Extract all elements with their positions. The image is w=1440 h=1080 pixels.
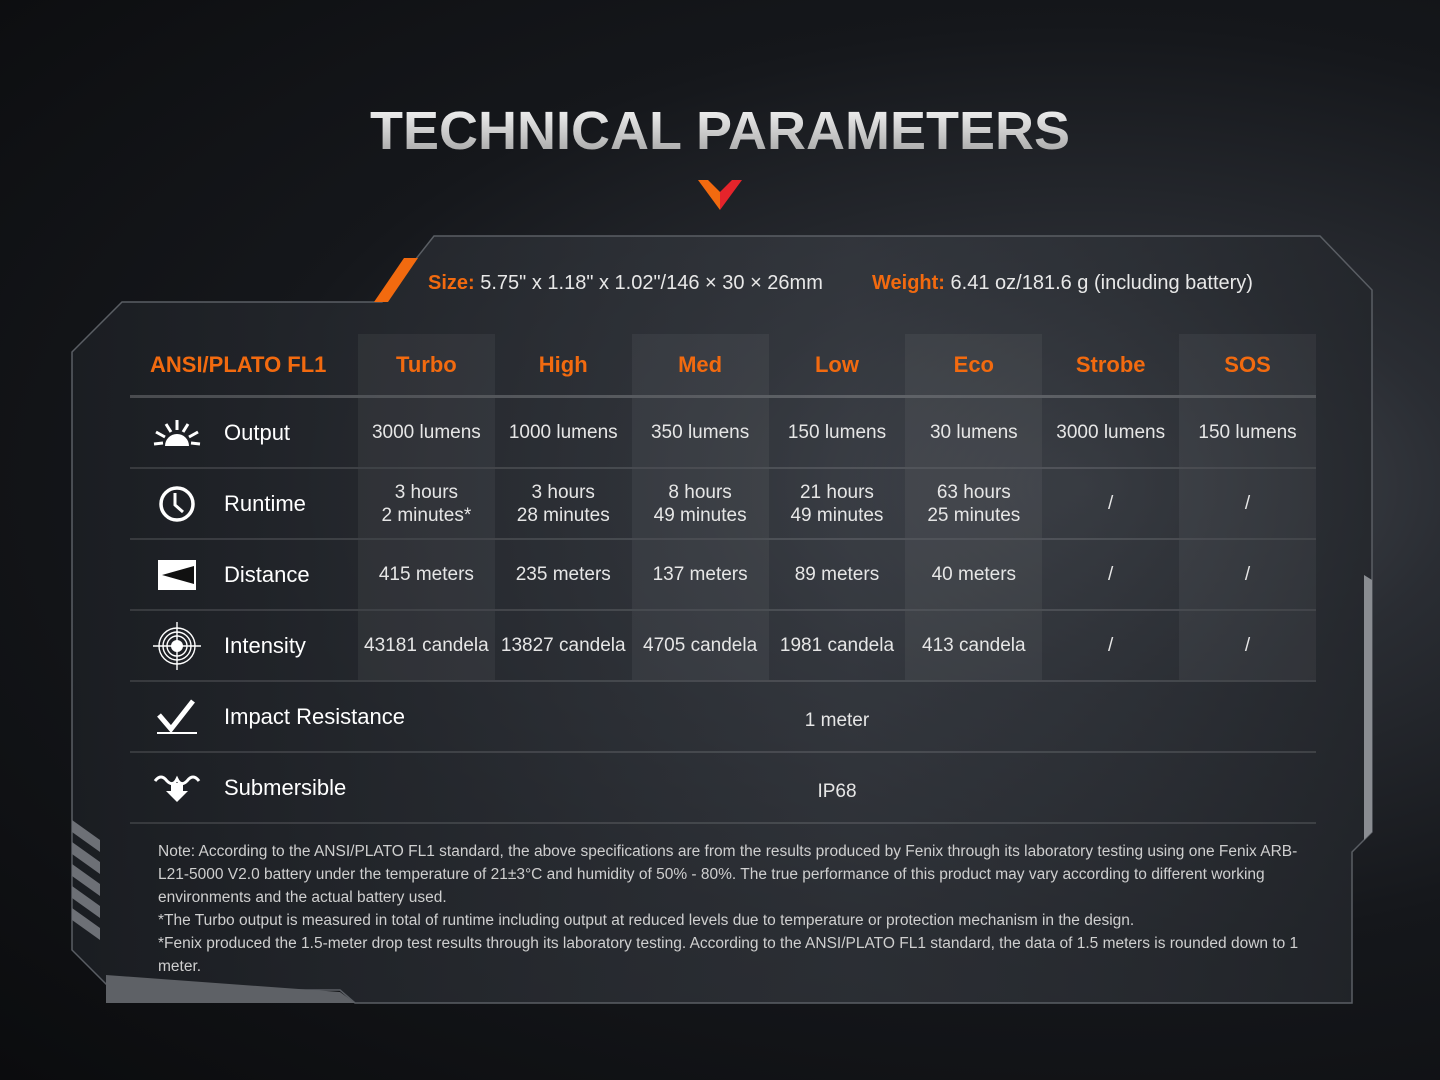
water-submersible-icon <box>130 773 224 803</box>
table-row-distance: Distance 415 meters 235 meters 137 meters 89… <box>130 540 1316 611</box>
row-label: Intensity <box>224 632 306 658</box>
mode-header-high: High <box>538 352 588 377</box>
note-paragraph: *The Turbo output is measured in total o… <box>158 912 1135 929</box>
table-cell: 1000 lumens <box>508 422 618 443</box>
impact-check-icon <box>130 698 224 735</box>
mode-header-sos: SOS <box>1179 334 1316 395</box>
chevron-down-icon <box>698 180 742 210</box>
table-cell: 3 hours 28 minutes <box>516 481 610 526</box>
table-cell: 350 lumens <box>631 398 769 467</box>
table-cell: / <box>1179 540 1316 609</box>
weight-value: 6.41 oz/181.6 g (including battery) <box>950 272 1253 294</box>
table-row-submersible: Submersible IP68 <box>130 753 1316 824</box>
page-title: TECHNICAL PARAMETERS <box>0 100 1440 162</box>
row-label: Impact Resistance <box>224 703 405 729</box>
table-row-runtime: Runtime 3 hours 2 minutes* 3 hours 28 minu… <box>130 469 1316 540</box>
table-cell: 415 meters <box>357 540 495 609</box>
table-cell: 21 hours 49 minutes <box>790 481 884 526</box>
row-label: Output <box>224 419 291 445</box>
sun-rays-icon <box>130 418 224 448</box>
table-cell: IP68 <box>817 780 857 802</box>
spec-table: ANSI/PLATO FL1 Turbo High Med Low Eco Strobe SO… <box>130 334 1316 824</box>
table-cell: 1 meter <box>804 709 870 731</box>
table-cell: / <box>1108 493 1114 514</box>
table-cell: 63 hours 25 minutes <box>905 469 1043 538</box>
table-row-output: Output 3000 lumens 1000 lumens 350 lumens 15… <box>130 398 1316 469</box>
notes: Note: According to the ANSI/PLATO FL1 st… <box>158 840 1303 978</box>
table-cell: 30 lumens <box>905 398 1043 467</box>
table-cell: 413 candela <box>905 611 1043 680</box>
mode-header-med: Med <box>631 334 769 395</box>
table-cell: 89 meters <box>794 564 880 585</box>
mode-header-strobe: Strobe <box>1075 352 1146 377</box>
table-row-impact-resistance: Impact Resistance 1 meter <box>130 682 1316 753</box>
row-label: Distance <box>224 561 310 587</box>
table-cell: 8 hours 49 minutes <box>631 469 769 538</box>
table-cell: 137 meters <box>631 540 769 609</box>
table-cell: 3 hours 2 minutes* <box>357 469 495 538</box>
table-cell: 1981 candela <box>779 635 895 656</box>
mode-header-turbo: Turbo <box>357 334 495 395</box>
row-label: Runtime <box>224 490 306 516</box>
weight-label: Weight: <box>872 272 945 294</box>
mode-header-low: Low <box>814 352 859 377</box>
distance-beam-icon <box>130 558 224 592</box>
table-cell: 43181 candela <box>357 611 495 680</box>
table-cell: 4705 candela <box>631 611 769 680</box>
table-cell: 235 meters <box>515 564 611 585</box>
note-paragraph: *Fenix produced the 1.5-meter drop test … <box>158 935 1299 975</box>
row-label: Submersible <box>224 774 347 800</box>
table-cell: / <box>1179 469 1316 538</box>
note-paragraph: Note: According to the ANSI/PLATO FL1 st… <box>158 843 1298 906</box>
size-value: 5.75" x 1.18" x 1.02"/146 × 30 × 26mm <box>480 272 823 294</box>
standard-label: ANSI/PLATO FL1 <box>150 351 327 377</box>
table-cell: 40 meters <box>905 540 1043 609</box>
table-cell: 3000 lumens <box>1056 422 1166 443</box>
table-cell: 3000 lumens <box>357 398 495 467</box>
table-cell: 13827 candela <box>500 635 626 656</box>
table-row-intensity: Intensity 43181 candela 13827 candela 4705 … <box>130 611 1316 682</box>
target-icon <box>130 621 224 671</box>
spec-summary: Size: 5.75" x 1.18" x 1.02"/146 × 30 × 2… <box>428 272 1253 295</box>
mode-header-eco: Eco <box>905 334 1043 395</box>
size-label: Size: <box>428 272 475 294</box>
header-row: ANSI/PLATO FL1 Turbo High Med Low Eco Strobe SO… <box>130 334 1316 398</box>
table-cell: / <box>1179 611 1316 680</box>
table-cell: 150 lumens <box>1179 398 1316 467</box>
table-cell: / <box>1108 635 1114 656</box>
clock-icon <box>130 484 224 524</box>
table-cell: 150 lumens <box>787 422 887 443</box>
table-cell: / <box>1108 564 1114 585</box>
